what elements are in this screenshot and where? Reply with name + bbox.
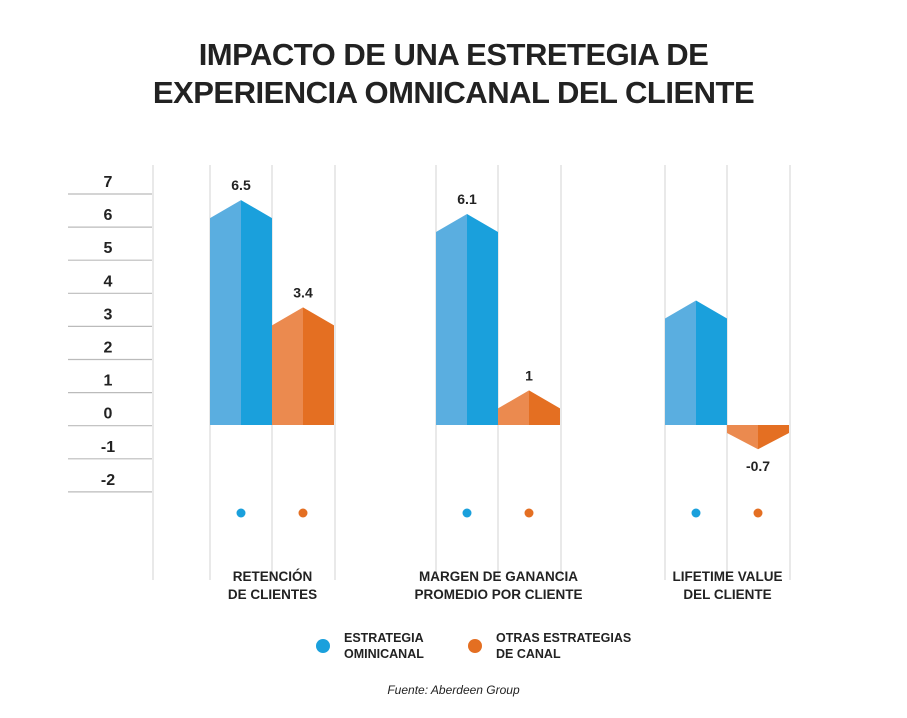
bar-other-right-face	[758, 425, 789, 450]
data-label: 6.5	[231, 177, 251, 193]
category-label-line: PROMEDIO POR CLIENTE	[414, 587, 583, 602]
bar-omnichannel-right-face	[241, 200, 272, 425]
y-tick-label: 2	[104, 340, 113, 357]
category-label-line: RETENCIÓN	[232, 569, 313, 584]
bar-other-left-face	[272, 307, 303, 425]
category-label-1: RETENCIÓN DE CLIENTES	[190, 568, 355, 604]
category-label-line: LIFETIME VALUE	[672, 569, 783, 584]
bar-other-right-face	[529, 390, 560, 425]
y-tick-label: -1	[101, 439, 115, 456]
y-tick-label: 7	[104, 174, 113, 191]
title-line-1: IMPACTO DE UNA ESTRETEGIA DE	[198, 37, 709, 72]
y-tick-label: 6	[104, 207, 113, 224]
y-tick-label: 4	[104, 273, 113, 290]
bar-other-right-face	[303, 307, 334, 425]
bar-omnichannel-left-face	[665, 300, 696, 425]
data-label: 6.1	[457, 191, 477, 207]
category-label-line: DE CLIENTES	[227, 587, 318, 602]
bar-omnichannel-left-face	[210, 200, 241, 425]
legend-label-line: OTRAS ESTRATEGIAS	[496, 631, 632, 645]
legend-label-line: OMINICANAL	[344, 647, 424, 661]
legend-swatch	[316, 639, 330, 653]
bar-omnichannel-right-face	[696, 300, 727, 425]
legend-swatch	[468, 639, 482, 653]
series-dot	[753, 508, 763, 518]
y-tick-label: 5	[104, 240, 113, 257]
series-dot	[298, 508, 308, 518]
bar-omnichannel-right-face	[467, 213, 498, 425]
legend-label-line: DE CANAL	[496, 647, 561, 661]
category-label-line: DEL CLIENTE	[683, 587, 772, 602]
data-label: -0.7	[746, 458, 770, 474]
series-dot	[691, 508, 701, 518]
legend-item-omnichannel: ESTRATEGIA OMINICANAL	[316, 630, 424, 662]
chart-title: IMPACTO DE UNA ESTRETEGIA DE EXPERIENCIA…	[0, 36, 907, 112]
title-line-2: EXPERIENCIA OMNICANAL DEL CLIENTE	[152, 75, 755, 110]
bar-omnichannel-left-face	[436, 213, 467, 425]
legend-item-other: OTRAS ESTRATEGIAS DE CANAL	[468, 630, 631, 662]
category-label-2: MARGEN DE GANANCIA PROMEDIO POR CLIENTE	[398, 568, 599, 604]
y-tick-label: -2	[101, 472, 115, 489]
series-dot	[462, 508, 472, 518]
y-tick-label: 3	[104, 306, 113, 323]
legend-label-line: ESTRATEGIA	[344, 631, 424, 645]
bar-other-left-face	[498, 390, 529, 425]
y-tick-label: 1	[104, 373, 113, 390]
source-note: Fuente: Aberdeen Group	[387, 683, 520, 697]
series-dot	[236, 508, 246, 518]
category-label-line: MARGEN DE GANANCIA	[418, 569, 578, 584]
y-tick-label: 0	[104, 406, 113, 423]
data-label: 1	[525, 367, 533, 383]
data-label: 3.4	[293, 284, 313, 300]
bar-other-left-face	[727, 425, 758, 450]
category-label-3: LIFETIME VALUE DEL CLIENTE	[645, 568, 810, 604]
series-dot	[524, 508, 534, 518]
